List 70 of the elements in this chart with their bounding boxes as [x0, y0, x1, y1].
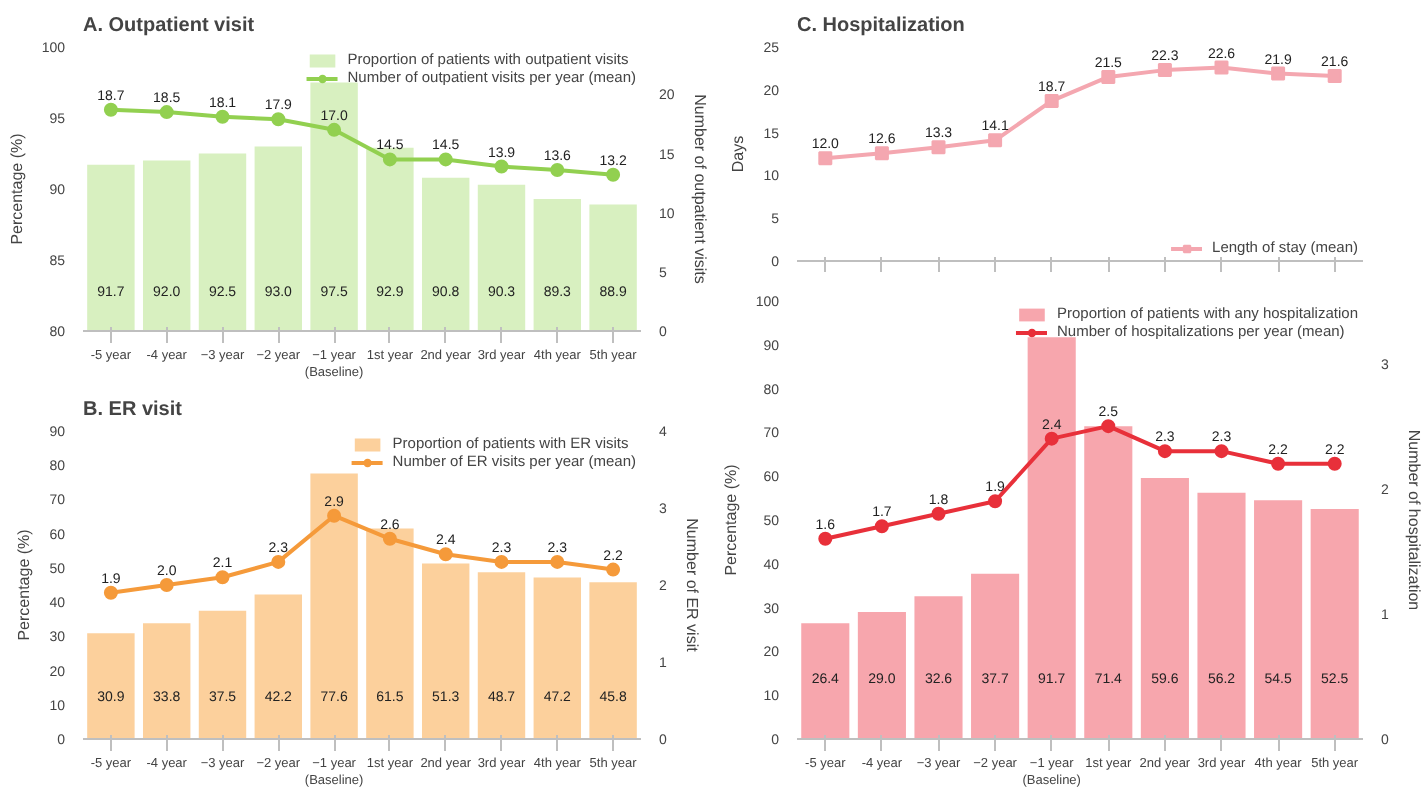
bar	[589, 582, 637, 739]
y-axis-title: Percentage (%)	[7, 132, 26, 245]
bar	[1084, 426, 1133, 739]
bar	[1254, 500, 1303, 739]
point	[988, 133, 1003, 148]
point	[494, 554, 509, 569]
point	[1157, 63, 1172, 78]
point	[1214, 444, 1229, 459]
point	[1101, 419, 1116, 434]
bar	[1140, 477, 1189, 739]
point	[931, 506, 946, 521]
bar	[366, 528, 414, 739]
bar	[310, 473, 358, 739]
point	[103, 585, 118, 600]
point	[1271, 456, 1286, 471]
point	[1327, 456, 1342, 471]
bar	[1310, 509, 1359, 739]
y-axis-title: Percentage (%)	[15, 528, 34, 641]
point	[215, 109, 230, 124]
point	[103, 102, 118, 117]
y2-axis-title: Number of ER visit	[682, 518, 701, 654]
point	[438, 152, 453, 167]
bar	[1197, 492, 1246, 739]
point	[1101, 69, 1116, 84]
point	[1214, 60, 1229, 75]
point	[874, 146, 889, 161]
bar	[198, 610, 247, 739]
point	[988, 494, 1003, 509]
bar	[254, 594, 303, 739]
point	[931, 140, 946, 155]
point	[438, 547, 453, 562]
point	[271, 112, 286, 127]
point	[874, 519, 889, 534]
bar	[1027, 337, 1076, 739]
point	[382, 152, 397, 167]
point	[550, 554, 565, 569]
y2-axis-title: Number of outpatient visits	[690, 94, 709, 284]
bar	[421, 563, 470, 739]
y2-axis-title: Number of hospitalization	[1404, 429, 1423, 611]
point	[606, 167, 621, 182]
chart-title: A. Outpatient visit	[83, 15, 256, 37]
y-axis-title: Percentage (%)	[721, 463, 740, 576]
point	[606, 562, 621, 577]
bar	[533, 577, 582, 739]
point	[327, 122, 342, 137]
point	[159, 105, 174, 120]
point	[818, 531, 833, 546]
chart-title: C. Hospitalization	[797, 15, 965, 37]
bar	[801, 623, 850, 739]
bar	[914, 596, 963, 739]
point	[494, 159, 509, 174]
point	[327, 508, 342, 523]
bar	[477, 572, 526, 739]
point	[1271, 66, 1286, 81]
point	[382, 531, 397, 546]
point	[550, 163, 565, 178]
point	[1044, 431, 1059, 446]
point	[159, 578, 174, 592]
chart-title: B. ER visit	[83, 399, 184, 421]
point	[1327, 69, 1342, 84]
bar	[142, 623, 191, 739]
bar	[87, 633, 135, 739]
point	[271, 554, 286, 569]
point	[215, 570, 230, 585]
bar	[971, 573, 1020, 739]
point	[1157, 444, 1172, 459]
y-axis-title: Days	[729, 135, 748, 173]
bar	[857, 611, 906, 739]
point	[1044, 93, 1059, 108]
point	[818, 151, 833, 166]
